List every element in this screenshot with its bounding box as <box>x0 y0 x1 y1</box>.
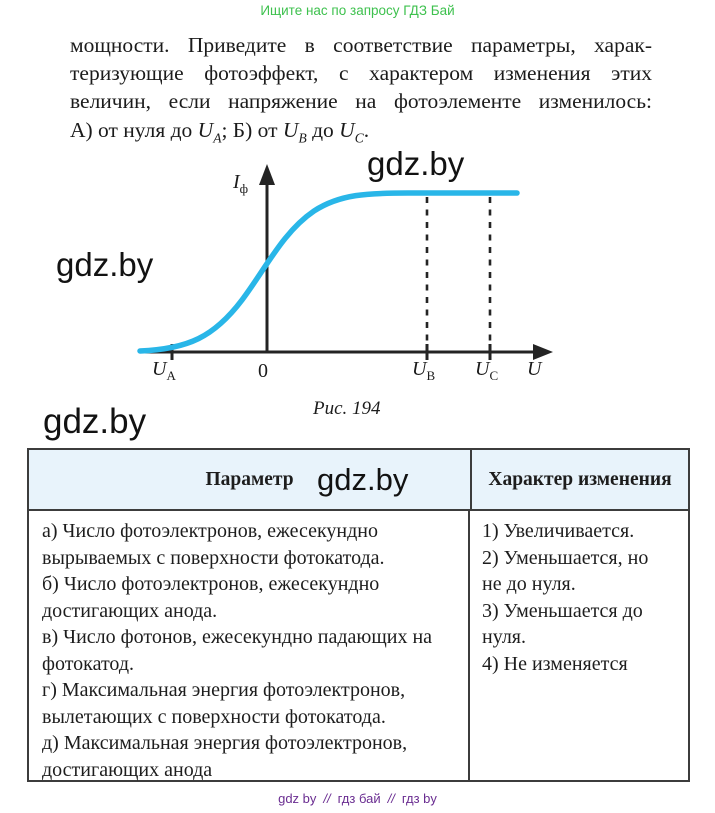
gdz-watermark: gdz.by <box>367 145 465 182</box>
change-cell: 1) Увеличивается. 2) Уменьшается, но не … <box>470 511 688 782</box>
column-header-change: Характер изменения <box>488 468 672 490</box>
voltage-symbol: UB <box>282 118 307 146</box>
gdz-watermark: gdz.by <box>56 246 154 283</box>
x-tick-label-uc: UC <box>475 358 499 383</box>
x-tick-label-ub: UB <box>412 358 436 383</box>
gdz-watermark: gdz.by <box>317 462 409 497</box>
voltage-symbol: UA <box>197 118 222 146</box>
footer-separator: // <box>323 791 331 806</box>
column-header-parameter: Параметр gdz.by <box>29 450 472 509</box>
change-item: 4) Не изменяется <box>482 652 628 675</box>
formula-text: ; Б) от <box>221 118 283 142</box>
formula-text: до <box>306 118 340 142</box>
parameter-item: г) Максимальная энергия фотоэлектронов, … <box>42 679 406 728</box>
parameter-item: в) Число фотонов, ежесекундно падающих н… <box>42 626 433 675</box>
header-label: Параметр <box>205 468 294 490</box>
x-axis-label: U <box>527 358 542 380</box>
footer-link-gdz-by-2[interactable]: гдз by <box>401 791 437 806</box>
change-item: 1) Увеличивается. <box>482 520 635 542</box>
parameter-item: д) Максимальная энергия фотоэлектронов, … <box>42 732 408 781</box>
parameter-item: а) Число фотоэлектронов, ежесекундно выр… <box>42 520 385 569</box>
x-axis-arrow <box>533 344 553 360</box>
formula-text: А) от нуля до <box>70 118 198 142</box>
graph-canvas <box>137 164 553 360</box>
footer-separator: // <box>387 791 395 806</box>
voltage-symbol: UC <box>339 118 364 146</box>
problem-line: мощности. Приведите в соответствие парам… <box>70 33 652 57</box>
y-axis-label: Iф <box>233 171 249 196</box>
footer-links: gdz by // гдз бай // гдз by <box>0 791 715 806</box>
change-item: 2) Уменьшается, но не до нуля. <box>482 546 649 596</box>
figure-caption: Рис. 194 <box>313 398 381 419</box>
y-axis-arrow <box>259 164 275 185</box>
formula-text: . <box>363 118 370 142</box>
problem-text: мощности. Приведите в соответствие парам… <box>70 31 652 146</box>
table-header-row: Параметр gdz.by Характер изменения <box>29 450 688 511</box>
problem-line: величин, если напряжение на фотоэлементе… <box>70 89 652 113</box>
footer-link-gdz-bai[interactable]: гдз бай <box>337 791 381 806</box>
photocurrent-curve <box>137 190 520 354</box>
parameter-cell: а) Число фотоэлектронов, ежесекундно выр… <box>29 511 470 782</box>
matching-table: Параметр gdz.by Характер изменения а) Чи… <box>27 448 690 782</box>
change-item: 3) Уменьшается до нуля. <box>482 599 643 649</box>
gdz-watermark: gdz.by <box>43 402 147 441</box>
photocurrent-graph: gdz.by gdz.by Iф UA 0 UB UC U Рис. 194 g… <box>0 140 715 450</box>
table-body-row: а) Число фотоэлектронов, ежесекундно выр… <box>29 511 688 782</box>
x-tick-label-zero: 0 <box>258 360 268 382</box>
parameter-item: б) Число фотоэлектронов, ежесекундно дос… <box>42 573 380 622</box>
top-banner: Ищите нас по запросу ГДЗ Бай <box>260 3 455 18</box>
x-tick-label-ua: UA <box>152 358 176 383</box>
problem-line: теризующие фотоэффект, с характером изме… <box>70 61 652 85</box>
footer-link-gdz-by[interactable]: gdz by <box>278 791 317 806</box>
problem-line-formula: А) от нуля до UA; Б) от UB до UC. <box>70 116 652 146</box>
